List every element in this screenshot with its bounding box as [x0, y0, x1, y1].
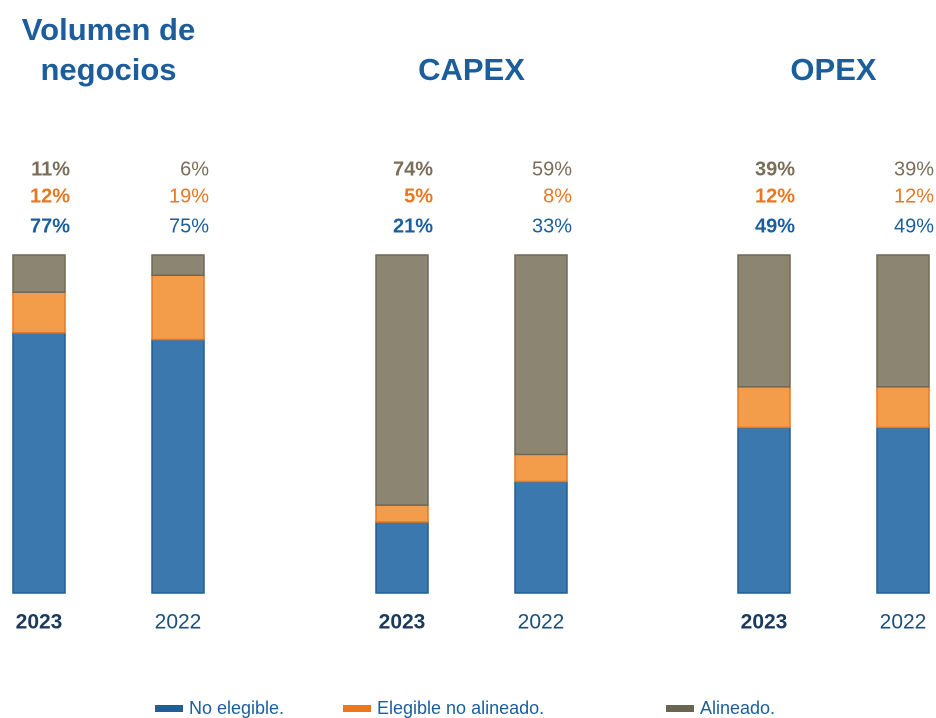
bar-segment — [375, 504, 429, 523]
bar-segment — [151, 254, 205, 277]
x-tick-label: 2022 — [155, 611, 202, 634]
bar-segment — [514, 453, 568, 483]
value-label: 12% — [755, 185, 795, 207]
bar-segment — [12, 254, 66, 293]
legend-label: Alineado. — [700, 698, 775, 718]
value-label: 12% — [894, 185, 934, 207]
legend-label: Elegible no alineado. — [377, 698, 544, 718]
value-label: 39% — [755, 158, 795, 180]
bar-segment — [876, 426, 930, 594]
x-tick-label: 2023 — [16, 611, 63, 634]
bar-segment — [12, 331, 66, 594]
x-tick-label: 2023 — [741, 611, 788, 634]
value-label: 21% — [393, 215, 433, 237]
value-label: 39% — [894, 158, 934, 180]
legend-swatch — [155, 705, 183, 712]
bar-segment — [375, 521, 429, 594]
value-label: 33% — [532, 215, 572, 237]
bar-segment — [151, 338, 205, 594]
bar-segment — [737, 254, 791, 388]
value-label: 12% — [30, 185, 70, 207]
value-label: 77% — [30, 215, 70, 237]
bar-segment — [737, 386, 791, 429]
value-label: 49% — [755, 215, 795, 237]
value-label: 6% — [180, 158, 209, 180]
bar-segment — [514, 480, 568, 594]
legend-swatch — [343, 705, 371, 712]
panel-title: CAPEX — [418, 52, 525, 87]
value-label: 19% — [169, 185, 209, 207]
value-label: 11% — [31, 158, 70, 180]
bar-segment — [151, 274, 205, 341]
value-label: 49% — [894, 215, 934, 237]
bar-segment — [876, 254, 930, 388]
legend-swatch — [666, 705, 694, 712]
x-tick-label: 2022 — [880, 611, 927, 634]
bar-segment — [876, 386, 930, 429]
bar-segment — [12, 291, 66, 334]
panel-title: OPEX — [790, 52, 877, 87]
bar-segment — [737, 426, 791, 594]
legend-label: No elegible. — [189, 698, 284, 718]
x-tick-label: 2023 — [379, 611, 426, 634]
x-tick-label: 2022 — [518, 611, 565, 634]
value-label: 5% — [404, 185, 433, 207]
value-label: 59% — [532, 158, 572, 180]
bar-segment — [514, 254, 568, 456]
panel-title: Volumen de negocios — [21, 12, 196, 87]
value-label: 8% — [543, 185, 572, 207]
bar-segment — [375, 254, 429, 506]
value-label: 74% — [393, 158, 433, 180]
value-label: 75% — [169, 215, 209, 237]
